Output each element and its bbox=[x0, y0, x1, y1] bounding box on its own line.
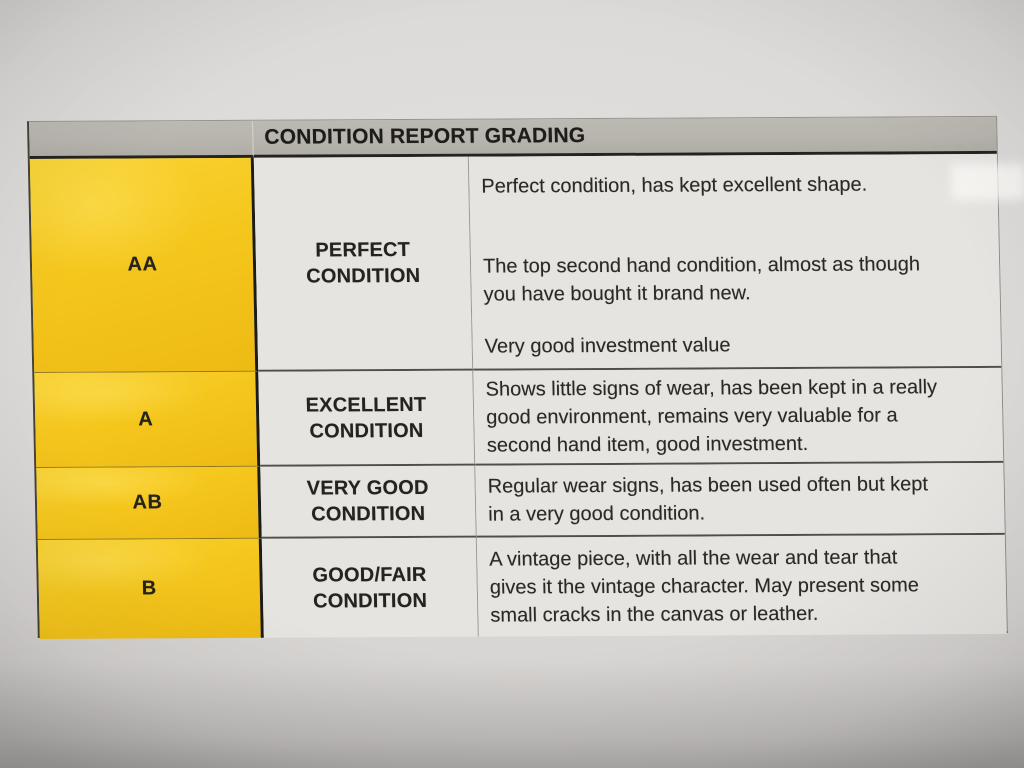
condition-name-line: EXCELLENT bbox=[305, 393, 427, 417]
grade-cell-b: B bbox=[37, 538, 264, 639]
description-line: in a very good condition. bbox=[488, 502, 706, 526]
description-cell-ab: Regular wear signs, has been used often … bbox=[475, 462, 1005, 538]
grade-label: AB bbox=[132, 491, 163, 514]
description-cell-b: A vintage piece, with all the wear and t… bbox=[476, 534, 1007, 637]
condition-name-cell-b: GOOD/FAIR CONDITION bbox=[261, 537, 479, 638]
condition-name-cell-ab: VERY GOOD CONDITION bbox=[260, 465, 477, 539]
description-paragraph: Perfect condition, has kept excellent sh… bbox=[481, 170, 990, 201]
description-line: Perfect condition, has kept excellent sh… bbox=[481, 173, 868, 198]
grade-label: AA bbox=[127, 253, 158, 276]
grade-label: A bbox=[137, 407, 154, 430]
grade-label: B bbox=[141, 577, 158, 600]
description-cell-a: Shows little signs of wear, has been kep… bbox=[473, 367, 1004, 466]
condition-name-line: CONDITION bbox=[306, 264, 421, 288]
condition-name-cell-a: EXCELLENT CONDITION bbox=[258, 370, 476, 467]
condition-name-line: PERFECT bbox=[315, 238, 411, 262]
table-header-cell: CONDITION REPORT GRADING bbox=[253, 116, 997, 158]
description-line: The top second hand condition, almost as… bbox=[482, 253, 921, 278]
description-paragraph: A vintage piece, with all the wear and t… bbox=[489, 542, 999, 629]
description-line: small cracks in the canvas or leather. bbox=[490, 602, 819, 627]
description-paragraph: Very good investment value bbox=[484, 330, 993, 361]
description-line: A vintage piece, with all the wear and t… bbox=[488, 545, 898, 571]
description-line: you have bought it brand new. bbox=[483, 282, 751, 306]
description-line: second hand item, good investment. bbox=[486, 432, 809, 457]
condition-name-line: CONDITION bbox=[312, 589, 428, 613]
condition-name-line: CONDITION bbox=[311, 502, 426, 526]
description-line: Regular wear signs, has been used often … bbox=[487, 473, 929, 498]
condition-name-line: GOOD/FAIR bbox=[312, 563, 427, 587]
grade-cell-a: A bbox=[34, 371, 261, 468]
description-line: good environment, remains very valuable … bbox=[486, 403, 898, 429]
condition-name-cell-aa: PERFECT CONDITION bbox=[253, 156, 474, 372]
condition-name-line: CONDITION bbox=[309, 419, 424, 443]
description-cell-aa: Perfect condition, has kept excellent sh… bbox=[468, 153, 1002, 371]
table-title: CONDITION REPORT GRADING bbox=[264, 124, 586, 149]
condition-grading-table: CONDITION REPORT GRADING AA PERFECT COND… bbox=[27, 115, 1024, 639]
condition-name-line: VERY GOOD bbox=[306, 476, 429, 500]
grade-cell-aa: AA bbox=[29, 157, 259, 373]
description-paragraph: The top second hand condition, almost as… bbox=[483, 250, 992, 309]
description-line: Shows little signs of wear, has been kep… bbox=[485, 375, 938, 401]
table-header-blank-cell bbox=[29, 120, 254, 159]
description-paragraph: Shows little signs of wear, has been kep… bbox=[485, 372, 995, 459]
description-line: Very good investment value bbox=[484, 334, 731, 358]
description-paragraph: Regular wear signs, has been used often … bbox=[487, 470, 996, 529]
description-line: gives it the vintage character. May pres… bbox=[489, 573, 920, 599]
grade-cell-ab: AB bbox=[36, 466, 262, 540]
